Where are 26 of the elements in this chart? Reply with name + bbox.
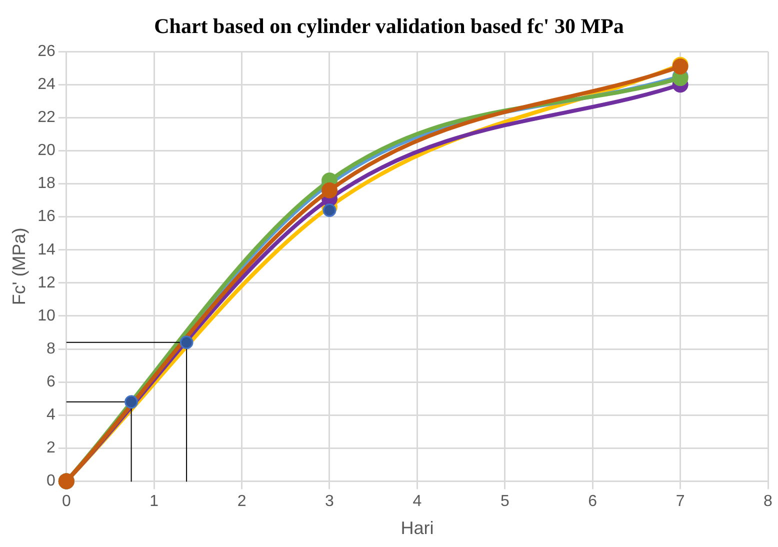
y-tick-label: 26 bbox=[38, 43, 56, 60]
y-tick-label: 10 bbox=[38, 307, 56, 324]
y-tick-label: 18 bbox=[38, 175, 56, 192]
x-tick-label: 3 bbox=[325, 493, 334, 510]
y-tick-label: 16 bbox=[38, 208, 56, 226]
x-tick-label: 1 bbox=[150, 493, 159, 510]
x-tick-label: 0 bbox=[62, 493, 71, 510]
y-tick-label: 22 bbox=[38, 109, 56, 126]
y-tick-label: 12 bbox=[38, 274, 56, 292]
y-tick-label: 4 bbox=[46, 406, 56, 424]
y-tick-label: 8 bbox=[46, 340, 56, 358]
y-tick-label: 24 bbox=[38, 76, 56, 94]
x-tick-label: 7 bbox=[676, 493, 685, 510]
chart-title: Chart based on cylinder validation based fc' 30 MPa bbox=[153, 14, 625, 39]
y-tick-label: 0 bbox=[46, 472, 56, 490]
x-tick-label: 6 bbox=[588, 493, 598, 510]
y-tick-label: 6 bbox=[46, 373, 56, 390]
x-tick-label: 8 bbox=[764, 493, 773, 510]
y-tick-label: 20 bbox=[38, 142, 56, 160]
y-tick-label: 2 bbox=[46, 440, 56, 457]
y-axis-title: Fc' (MPa) bbox=[8, 228, 29, 306]
y-tick-label: 14 bbox=[38, 241, 56, 258]
x-tick-label: 5 bbox=[500, 493, 510, 510]
x-tick-label: 4 bbox=[412, 493, 422, 510]
x-axis-title: Hari bbox=[400, 518, 434, 538]
x-tick-label: 2 bbox=[237, 493, 246, 510]
